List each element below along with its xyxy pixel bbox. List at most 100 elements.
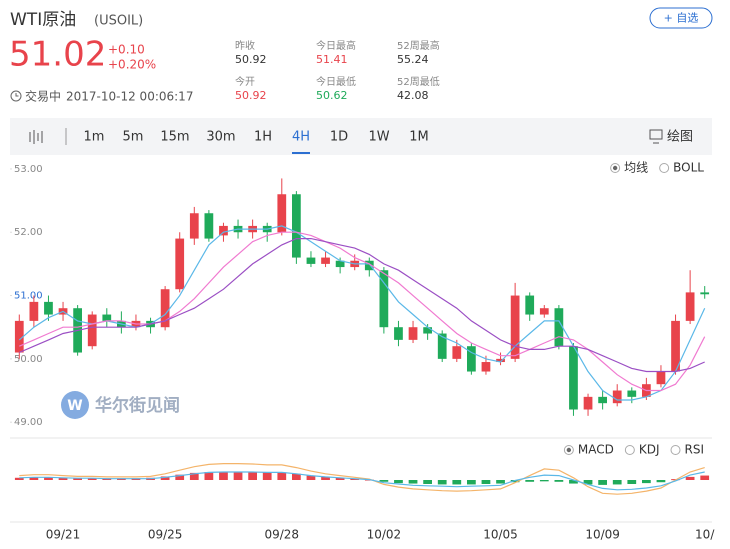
stat-value: 50.62	[316, 89, 348, 102]
status: 交易中	[25, 89, 61, 104]
macd-bar	[262, 472, 272, 480]
candle-body	[379, 270, 389, 328]
candle-body	[481, 362, 491, 372]
candle-body	[292, 194, 301, 258]
candle-body	[598, 396, 607, 404]
interval-button[interactable]: 5m	[123, 130, 144, 145]
stat-label: 今日最高	[316, 39, 356, 52]
watch-button-label[interactable]: + 自选	[664, 12, 699, 25]
indicator-option[interactable]: MACD	[578, 443, 614, 457]
radio-dot	[612, 165, 618, 171]
interval-button[interactable]: 1W	[368, 130, 389, 145]
stat-value: 51.41	[316, 53, 348, 66]
macd-bar	[29, 477, 39, 480]
macd-bar	[350, 478, 360, 480]
macd-bar	[160, 476, 170, 480]
y-tick-label: 50.00	[14, 354, 43, 365]
x-tick-label: 10/	[695, 528, 715, 542]
indicator-option[interactable]: RSI	[685, 443, 705, 457]
candle-body	[569, 346, 578, 410]
x-tick-label: 10/09	[585, 528, 620, 542]
macd-bar	[467, 480, 476, 485]
macd-bar	[554, 480, 564, 482]
macd-bar	[14, 477, 24, 480]
candle-body	[306, 257, 316, 264]
macd-bar	[700, 475, 710, 480]
interval-button[interactable]: 15m	[160, 130, 189, 145]
macd-bar	[292, 473, 301, 480]
interval-button[interactable]: 1H	[254, 130, 272, 145]
x-tick-label: 10/05	[483, 528, 518, 542]
instrument-symbol: (USOIL)	[94, 14, 143, 29]
candle-body	[219, 225, 228, 236]
candle-icon[interactable]	[29, 130, 43, 144]
radio[interactable]	[659, 163, 670, 173]
candle-body	[612, 390, 622, 404]
candle-body	[525, 295, 535, 315]
macd-bar	[642, 480, 651, 484]
macd-bar	[277, 472, 287, 480]
x-tick-label: 09/21	[46, 528, 81, 542]
indicator-option[interactable]: BOLL	[673, 161, 704, 175]
toolbar	[10, 118, 712, 155]
x-tick-label: 10/02	[367, 528, 402, 542]
watermark-logo: W	[61, 391, 89, 419]
macd-bar	[583, 480, 593, 485]
candle-body	[452, 346, 462, 359]
macd-bar	[539, 480, 549, 482]
stat-label: 昨收	[235, 39, 255, 52]
macd-bar	[452, 480, 462, 485]
indicator-option[interactable]: 均线	[624, 161, 648, 175]
draw-icon[interactable]	[649, 129, 663, 144]
x-tick-label: 09/28	[264, 528, 299, 542]
macd-bar	[248, 472, 257, 480]
stat-value: 50.92	[235, 53, 267, 66]
interval-button[interactable]: 1m	[84, 130, 105, 145]
stat-value: 50.92	[235, 89, 267, 102]
macd-bar	[175, 474, 185, 480]
interval-active-underline	[292, 152, 310, 154]
macd-bar	[87, 478, 97, 480]
indicator-line	[19, 463, 705, 495]
candle-body	[160, 289, 170, 328]
interval-button[interactable]: 1D	[330, 130, 348, 145]
macd-bar	[306, 475, 316, 480]
svg-text:W: W	[67, 398, 82, 414]
watermark: 华尔街见闻	[95, 395, 180, 416]
x-tick-label: 09/25	[148, 528, 183, 542]
macd-bar	[335, 477, 345, 480]
interval-button[interactable]: 30m	[206, 130, 235, 145]
radio[interactable]	[670, 445, 681, 455]
candle-body	[700, 292, 710, 295]
interval-button[interactable]: 1M	[409, 130, 429, 145]
macd-bar	[656, 480, 666, 483]
watch-button[interactable]	[649, 7, 713, 29]
candle-body	[554, 308, 564, 347]
interval-button[interactable]: 4H	[292, 130, 310, 145]
y-tick-label: 49.00	[14, 417, 43, 428]
change-percent: +0.20%	[108, 58, 156, 72]
timestamp: 2017-10-12 00:06:17	[66, 90, 193, 104]
price: 51.02	[9, 35, 106, 75]
stat-label: 52周最低	[397, 75, 440, 88]
macd-bar	[408, 480, 418, 484]
radio[interactable]	[624, 445, 635, 455]
indicator-line	[19, 471, 705, 491]
macd-bar	[481, 480, 491, 484]
macd-bar	[510, 480, 520, 483]
indicator-line	[19, 231, 706, 392]
macd-bar	[627, 480, 637, 484]
candle-body	[321, 257, 330, 264]
y-tick-label: 53.00	[14, 164, 43, 175]
macd-bar	[233, 471, 243, 480]
macd-bar	[394, 480, 403, 484]
stat-value: 42.08	[397, 89, 429, 102]
candle-body	[102, 314, 112, 321]
candle-body	[510, 295, 520, 359]
draw-tool[interactable]: 绘图	[667, 130, 693, 145]
radio-dot	[566, 447, 572, 453]
y-tick-label: 51.00	[14, 291, 43, 302]
candle-body	[656, 371, 666, 385]
candle-body	[539, 308, 549, 315]
indicator-option[interactable]: KDJ	[639, 443, 660, 457]
